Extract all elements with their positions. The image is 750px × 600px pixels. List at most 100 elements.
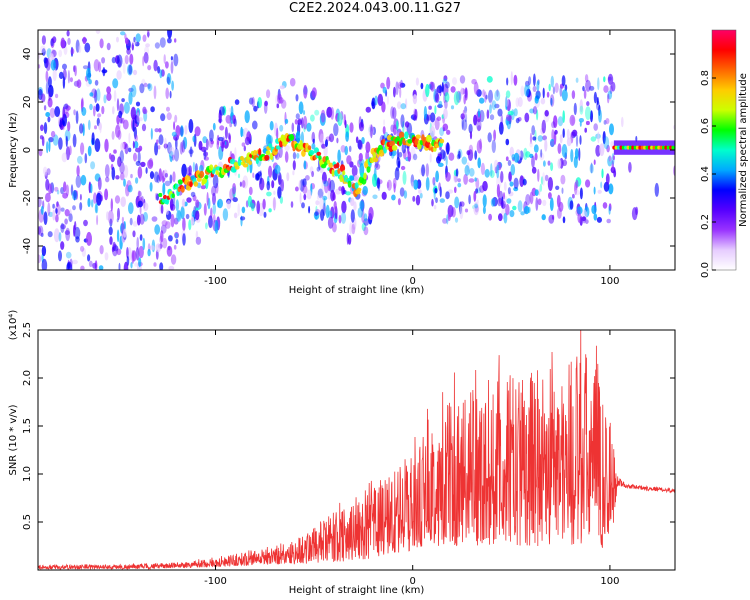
flat-band-point xyxy=(671,145,675,150)
spectrogram-blob xyxy=(583,89,587,99)
spectrogram-blob xyxy=(176,210,182,222)
spectrogram-blob xyxy=(52,209,56,221)
spectrogram-blob xyxy=(164,137,167,151)
spectrogram-blob xyxy=(76,165,80,177)
spectrogram-blob xyxy=(113,149,117,154)
flat-band-point xyxy=(662,145,666,150)
spectrogram-blob xyxy=(520,211,525,216)
spectrogram-blob xyxy=(222,208,229,221)
spectrogram-blob xyxy=(533,144,539,153)
spectrogram-blob xyxy=(108,226,113,236)
spectrogram-blob xyxy=(327,188,332,200)
spectrogram-blob xyxy=(135,101,141,107)
spectrogram-blob xyxy=(138,190,142,198)
spectrogram-blob xyxy=(277,172,282,185)
spectrogram-blob xyxy=(221,141,224,152)
spectrogram-blob xyxy=(132,230,136,238)
spectrogram-blob xyxy=(498,213,503,222)
spectrogram-blob xyxy=(430,81,436,92)
flat-band-point xyxy=(654,145,659,150)
spectrogram-blob xyxy=(454,186,457,193)
spectrogram-blob xyxy=(116,70,122,80)
spectrogram-blob xyxy=(63,103,69,115)
spectrogram-blob xyxy=(308,205,311,214)
spectrogram-blob xyxy=(247,195,253,208)
spectrogram-blob xyxy=(503,181,507,191)
spectrogram-blob xyxy=(266,89,271,99)
flat-band-point xyxy=(624,145,628,150)
spectrogram-blob xyxy=(277,186,282,199)
spectrogram-blob xyxy=(579,99,583,113)
x-tick-label: -100 xyxy=(204,276,227,287)
spectrogram-blob xyxy=(333,200,337,211)
spectrogram-blob xyxy=(548,192,552,200)
spectrogram-blob xyxy=(468,178,475,183)
spectrogram-blob xyxy=(505,96,508,111)
flat-band-point xyxy=(614,145,618,150)
spectrogram-blob xyxy=(330,206,335,219)
spectrogram-blob xyxy=(44,169,48,177)
spectrogram-blob xyxy=(479,185,485,193)
spectrogram-blob xyxy=(606,218,611,224)
spectrogram-blob xyxy=(509,181,514,187)
spectrogram-blob xyxy=(578,147,581,161)
spectrogram-blob xyxy=(82,65,89,70)
spectrogram-blob xyxy=(89,92,94,97)
spectrogram-blob xyxy=(104,164,110,178)
spectrogram-blob xyxy=(517,96,523,108)
spectrogram-blob xyxy=(79,202,83,211)
spectrogram-blob xyxy=(75,174,82,188)
spectrogram-blob xyxy=(62,106,65,121)
spectrogram-blob xyxy=(58,49,63,58)
spectrogram-blob xyxy=(132,221,138,227)
spectrogram-blob xyxy=(535,91,541,100)
spectrogram-blob xyxy=(298,180,301,190)
spectrogram-blob xyxy=(141,123,147,132)
spectrogram-blob xyxy=(539,183,543,192)
spectrogram-blob xyxy=(106,211,109,221)
spectrogram-ridge-point xyxy=(279,140,283,148)
spectrogram-blob xyxy=(112,245,119,252)
spectrogram-blob xyxy=(241,142,246,147)
spectrogram-blob xyxy=(505,138,510,146)
spectrogram-blob xyxy=(200,146,207,152)
spectrogram-blob xyxy=(306,189,312,200)
spectrogram-blob xyxy=(269,120,274,131)
spectrogram-blob xyxy=(192,135,196,143)
spectrogram-blob xyxy=(73,224,76,237)
spectrogram-blob xyxy=(81,247,86,257)
colorbar-ticks: 0.0 0.2 0.4 0.6 0.8 xyxy=(700,70,716,278)
spectrogram-blob xyxy=(540,176,544,185)
spectrogram-blob xyxy=(295,113,300,120)
spectrogram-blob xyxy=(602,131,606,145)
spectrogram-blob xyxy=(398,151,403,158)
spectrogram-blob xyxy=(560,174,566,185)
spectrogram-blob xyxy=(160,230,164,243)
spectrogram-blob xyxy=(561,144,568,158)
spectrogram-blob xyxy=(66,30,70,37)
spectrogram-blob xyxy=(439,198,445,203)
spectrogram-blob xyxy=(496,164,500,179)
spectrogram-blob xyxy=(433,205,437,210)
spectrogram-blob xyxy=(522,178,527,186)
spectrogram-blob xyxy=(524,112,530,123)
spectrogram-blob xyxy=(217,136,224,142)
spectrogram-blob xyxy=(598,109,602,123)
spectrogram-blob xyxy=(353,174,360,182)
spectrogram-blob xyxy=(124,54,129,65)
spectrogram-blob xyxy=(188,119,194,133)
colorbar-tick-label: 0.8 xyxy=(700,70,711,86)
spectrogram-blob xyxy=(94,79,99,86)
spectrogram-blob xyxy=(156,174,160,184)
spectrogram-blob xyxy=(126,64,133,76)
colorbar-label: Normalized spectral amplitude xyxy=(738,73,749,227)
spectrogram-blob xyxy=(394,167,400,181)
y-tick-label: 1.0 xyxy=(22,466,33,482)
spectrogram-blob xyxy=(536,80,540,92)
spectrogram-blob xyxy=(336,137,339,144)
spectrogram-blob xyxy=(488,213,492,221)
spectrogram-blob xyxy=(173,53,179,67)
spectrogram-blob xyxy=(531,166,537,174)
spectrogram-blob xyxy=(76,79,82,89)
